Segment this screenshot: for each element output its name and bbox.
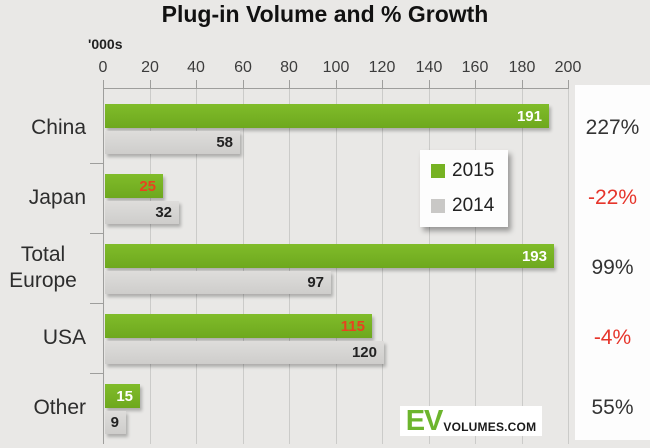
bar-2015-japan: 25 [105,174,163,198]
axis-label-160: 160 [461,59,489,76]
legend-item-2014: 2014 [431,195,494,217]
legend: 2015 2014 [420,150,509,227]
bar-value-2015-china: 191 [516,107,542,125]
axis-tick-140 [429,80,430,88]
growth-label-china: 227% [585,116,640,139]
growth-label-other: 55% [591,396,634,419]
category-label-china: China [31,115,86,139]
axis-tick-100 [336,80,337,88]
legend-label-2014: 2014 [452,195,495,216]
axis-tick-40 [196,80,197,88]
category-tick-4 [90,373,103,374]
bar-value-2014-japan: 32 [155,204,172,221]
legend-label-2015: 2015 [452,160,495,181]
bar-value-2014-china: 58 [216,134,233,151]
bar-2014-other: 9 [105,411,126,434]
gridline-200 [568,89,569,444]
axis-label-180: 180 [508,59,536,76]
axis-tick-180 [522,80,523,88]
bar-2015-other: 15 [105,384,140,408]
plot-area: 191 58 25 32 193 97 115 120 15 9 [103,88,569,444]
category-tick-2 [90,233,103,234]
bar-value-2015-japan: 25 [139,177,156,195]
logo-ev-text: EV [405,405,444,438]
legend-swatch-2015-icon [431,164,445,178]
axis-label-0: 0 [98,59,108,76]
axis-tick-80 [289,80,290,88]
legend-swatch-2014-icon [431,199,445,213]
bar-value-2014-total-europe: 97 [307,274,324,291]
axis-tick-60 [243,80,244,88]
axis-tick-0 [103,80,104,88]
axis-tick-20 [150,80,151,88]
axis-label-100: 100 [322,59,350,76]
bar-2015-china: 191 [105,104,549,128]
growth-label-total-europe: 99% [591,256,634,279]
bar-2015-total-europe: 193 [105,244,554,268]
category-label-usa: USA [42,325,86,349]
bar-value-2015-total-europe: 193 [521,247,547,265]
growth-label-usa: -4% [593,326,632,349]
bar-2014-total-europe: 97 [105,271,331,294]
legend-item-2015: 2015 [431,160,494,182]
axis-label-60: 60 [234,59,252,76]
bar-2014-usa: 120 [105,341,384,364]
axis-tick-160 [475,80,476,88]
growth-panel: 227% -22% 99% -4% 55% [575,85,650,440]
growth-label-japan: -22% [587,186,638,209]
chart-title: Plug-in Volume and % Growth [161,1,489,27]
axis-label-40: 40 [187,59,205,76]
category-tick-1 [90,163,103,164]
axis-tick-200 [568,80,569,88]
logo-volumes-text: VOLUMES.COM [443,420,537,434]
bar-value-2014-other: 9 [110,414,119,431]
bar-value-2014-usa: 120 [351,344,377,361]
category-tick-3 [90,303,103,304]
axis-tick-120 [382,80,383,88]
bar-value-2015-usa: 115 [340,317,365,335]
category-label-total-europe: Total Europe [9,242,77,292]
units-label: '000s [88,36,123,52]
bar-value-2015-other: 15 [116,387,133,405]
axis-label-80: 80 [280,59,298,76]
axis-label-20: 20 [141,59,159,76]
bar-2014-china: 58 [105,131,240,154]
bar-2014-japan: 32 [105,201,179,224]
bar-2015-usa: 115 [105,314,372,338]
axis-label-200: 200 [554,59,582,76]
axis-label-140: 140 [415,59,443,76]
ev-volumes-logo: EV VOLUMES.COM [400,406,542,436]
category-label-japan: Japan [28,185,86,209]
axis-label-120: 120 [368,59,396,76]
category-label-other: Other [33,395,86,419]
